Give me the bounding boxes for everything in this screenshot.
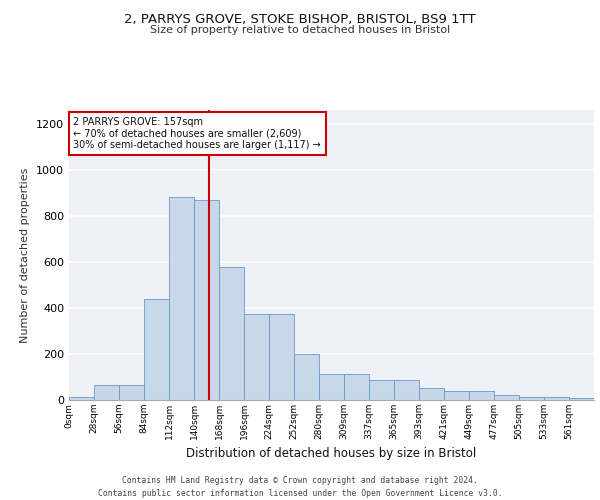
Bar xyxy=(119,385,144,400)
Bar xyxy=(244,314,269,400)
Bar xyxy=(344,374,369,400)
Text: Contains HM Land Registry data © Crown copyright and database right 2024.
Contai: Contains HM Land Registry data © Crown c… xyxy=(98,476,502,498)
Bar xyxy=(69,397,94,400)
Y-axis label: Number of detached properties: Number of detached properties xyxy=(20,168,31,342)
Bar xyxy=(569,398,594,400)
Bar xyxy=(269,314,294,400)
Bar xyxy=(544,396,569,400)
X-axis label: Distribution of detached houses by size in Bristol: Distribution of detached houses by size … xyxy=(187,448,476,460)
Bar xyxy=(169,198,194,400)
Bar xyxy=(94,385,119,400)
Bar xyxy=(469,391,494,400)
Text: 2 PARRYS GROVE: 157sqm
← 70% of detached houses are smaller (2,609)
30% of semi-: 2 PARRYS GROVE: 157sqm ← 70% of detached… xyxy=(73,117,321,150)
Bar xyxy=(444,391,469,400)
Bar xyxy=(294,354,319,400)
Bar xyxy=(419,388,444,400)
Bar xyxy=(219,266,244,400)
Text: 2, PARRYS GROVE, STOKE BISHOP, BRISTOL, BS9 1TT: 2, PARRYS GROVE, STOKE BISHOP, BRISTOL, … xyxy=(124,12,476,26)
Bar xyxy=(519,396,544,400)
Text: Size of property relative to detached houses in Bristol: Size of property relative to detached ho… xyxy=(150,25,450,35)
Bar xyxy=(369,380,394,400)
Bar xyxy=(394,380,419,400)
Bar xyxy=(494,396,519,400)
Bar xyxy=(144,298,169,400)
Bar xyxy=(319,374,344,400)
Bar xyxy=(194,200,219,400)
